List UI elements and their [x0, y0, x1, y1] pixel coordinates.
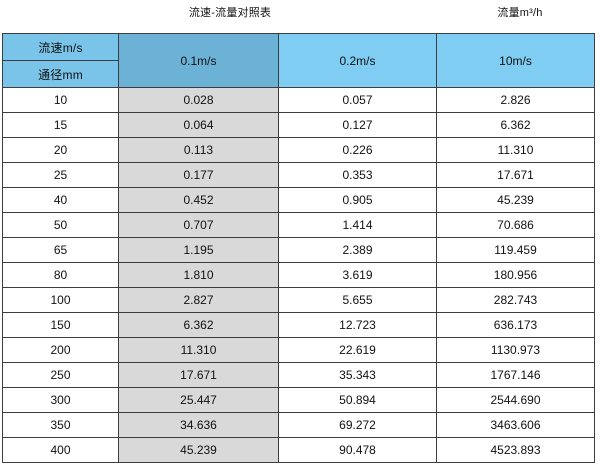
table-row: 80 1.810 3.619 180.956 — [2, 262, 595, 288]
table-row: 300 25.447 50.894 2544.690 — [2, 387, 595, 413]
cell-nominal-diameter: 10 — [2, 87, 119, 113]
cell-nominal-diameter: 65 — [2, 237, 119, 263]
table-head: 流速m/s 0.1m/s 0.2m/s 10m/s 通径mm — [2, 33, 595, 88]
cell-nominal-diameter: 150 — [2, 312, 119, 338]
cell-nominal-diameter: 400 — [2, 437, 119, 463]
cell-flow-value: 17.671 — [436, 162, 595, 188]
cell-flow-value: 22.619 — [278, 337, 437, 363]
cell-nominal-diameter: 300 — [2, 387, 119, 413]
cell-flow-value: 11.310 — [118, 337, 279, 363]
column-header-1: 0.2m/s — [278, 33, 437, 88]
cell-nominal-diameter: 100 — [2, 287, 119, 313]
cell-flow-value: 6.362 — [436, 112, 595, 138]
table-row: 350 34.636 69.272 3463.606 — [2, 412, 595, 438]
table-row: 25 0.177 0.353 17.671 — [2, 162, 595, 188]
flow-rate-comparison-table: 流速m/s 0.1m/s 0.2m/s 10m/s 通径mm 10 0.028 0.… — [2, 33, 595, 463]
cell-flow-value: 2544.690 — [436, 387, 595, 413]
cell-flow-value: 1767.146 — [436, 362, 595, 388]
table-row: 10 0.028 0.057 2.826 — [2, 87, 595, 113]
cell-flow-value: 1130.973 — [436, 337, 595, 363]
cell-flow-value: 50.894 — [278, 387, 437, 413]
table-row: 20 0.113 0.226 11.310 — [2, 137, 595, 163]
cell-flow-value: 3.619 — [278, 262, 437, 288]
cell-nominal-diameter: 200 — [2, 337, 119, 363]
column-header-0: 0.1m/s — [118, 33, 279, 88]
chart-unit-label: 流量m³/h — [497, 7, 543, 19]
cell-nominal-diameter: 15 — [2, 112, 119, 138]
cell-flow-value: 3463.606 — [436, 412, 595, 438]
table-row: 200 11.310 22.619 1130.973 — [2, 337, 595, 363]
cell-flow-value: 0.057 — [278, 87, 437, 113]
cell-nominal-diameter: 80 — [2, 262, 119, 288]
table-row: 150 6.362 12.723 636.173 — [2, 312, 595, 338]
cell-nominal-diameter: 50 — [2, 212, 119, 238]
header-row-top: 流速m/s 0.1m/s 0.2m/s 10m/s — [2, 33, 595, 88]
cell-flow-value: 90.478 — [278, 437, 437, 463]
cell-flow-value: 2.389 — [278, 237, 437, 263]
cell-nominal-diameter: 25 — [2, 162, 119, 188]
cell-nominal-diameter: 20 — [2, 137, 119, 163]
cell-flow-value: 0.064 — [118, 112, 279, 138]
cell-flow-value: 12.723 — [278, 312, 437, 338]
chart-title: 流速-流量对照表 — [188, 7, 272, 19]
cell-flow-value: 45.239 — [118, 437, 279, 463]
cell-flow-value: 1.810 — [118, 262, 279, 288]
table-row: 100 2.827 5.655 282.743 — [2, 287, 595, 313]
cell-flow-value: 34.636 — [118, 412, 279, 438]
cell-flow-value: 2.826 — [436, 87, 595, 113]
corner-header-velocity: 流速m/s — [2, 33, 119, 61]
cell-flow-value: 180.956 — [436, 262, 595, 288]
caption-bar: 流速-流量对照表 流量m³/h — [0, 0, 600, 33]
table-row: 400 45.239 90.478 4523.893 — [2, 437, 595, 463]
table-row: 65 1.195 2.389 119.459 — [2, 237, 595, 263]
cell-flow-value: 119.459 — [436, 237, 595, 263]
cell-flow-value: 6.362 — [118, 312, 279, 338]
cell-flow-value: 4523.893 — [436, 437, 595, 463]
cell-flow-value: 1.195 — [118, 237, 279, 263]
cell-flow-value: 17.671 — [118, 362, 279, 388]
header-row-bottom: 通径mm — [2, 60, 595, 88]
corner-header-diameter: 通径mm — [2, 60, 119, 88]
cell-flow-value: 1.414 — [278, 212, 437, 238]
flow-table-wrapper: 流速m/s 0.1m/s 0.2m/s 10m/s 通径mm 10 0.028 0.… — [2, 33, 595, 463]
cell-flow-value: 11.310 — [436, 137, 595, 163]
table-row: 250 17.671 35.343 1767.146 — [2, 362, 595, 388]
cell-nominal-diameter: 250 — [2, 362, 119, 388]
cell-flow-value: 0.452 — [118, 187, 279, 213]
cell-flow-value: 70.686 — [436, 212, 595, 238]
cell-flow-value: 0.905 — [278, 187, 437, 213]
cell-flow-value: 0.127 — [278, 112, 437, 138]
cell-flow-value: 0.707 — [118, 212, 279, 238]
cell-flow-value: 282.743 — [436, 287, 595, 313]
cell-flow-value: 0.353 — [278, 162, 437, 188]
cell-nominal-diameter: 350 — [2, 412, 119, 438]
table-row: 40 0.452 0.905 45.239 — [2, 187, 595, 213]
table-row: 15 0.064 0.127 6.362 — [2, 112, 595, 138]
cell-flow-value: 35.343 — [278, 362, 437, 388]
cell-flow-value: 0.028 — [118, 87, 279, 113]
cell-flow-value: 0.177 — [118, 162, 279, 188]
cell-flow-value: 45.239 — [436, 187, 595, 213]
column-header-2: 10m/s — [436, 33, 595, 88]
cell-flow-value: 69.272 — [278, 412, 437, 438]
cell-flow-value: 0.226 — [278, 137, 437, 163]
table-row: 50 0.707 1.414 70.686 — [2, 212, 595, 238]
cell-nominal-diameter: 40 — [2, 187, 119, 213]
cell-flow-value: 0.113 — [118, 137, 279, 163]
cell-flow-value: 2.827 — [118, 287, 279, 313]
table-body: 10 0.028 0.057 2.826 15 0.064 0.127 6.362 20 0.11… — [2, 87, 595, 463]
cell-flow-value: 25.447 — [118, 387, 279, 413]
cell-flow-value: 5.655 — [278, 287, 437, 313]
cell-flow-value: 636.173 — [436, 312, 595, 338]
